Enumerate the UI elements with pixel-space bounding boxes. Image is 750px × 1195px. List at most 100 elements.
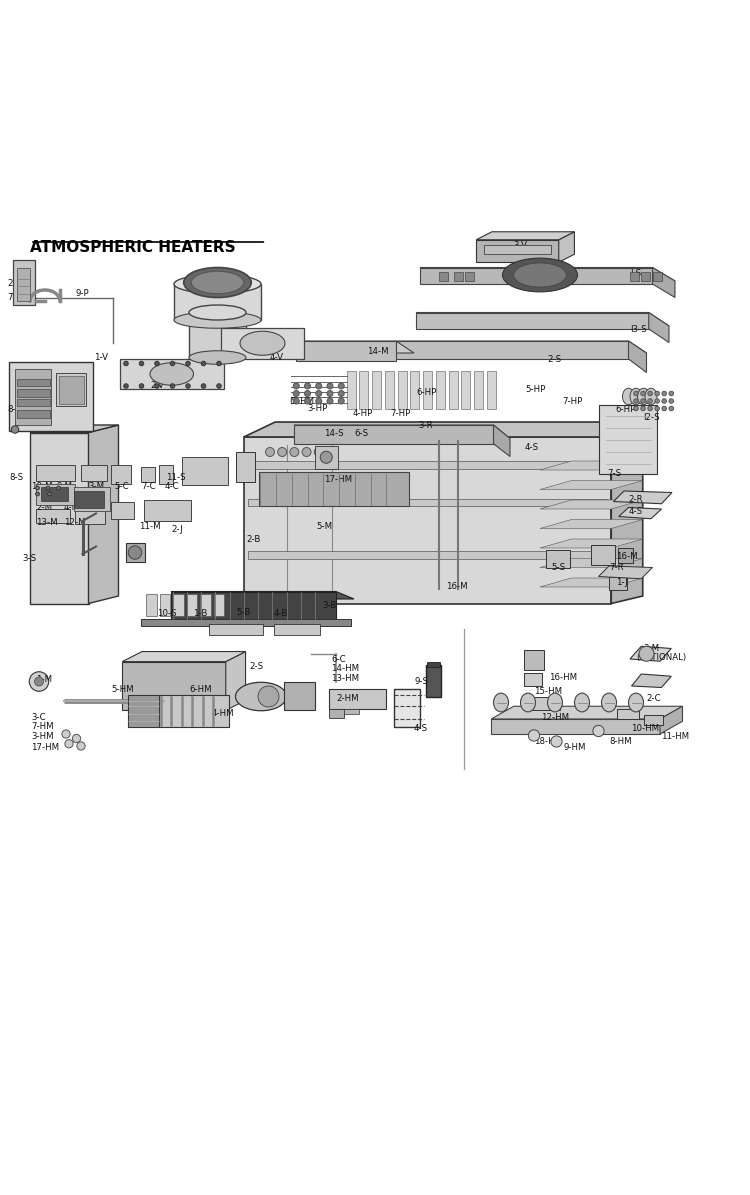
Text: 16-HM: 16-HM [549, 673, 578, 682]
Text: 12-HM: 12-HM [542, 713, 570, 722]
Polygon shape [344, 709, 358, 713]
Polygon shape [652, 268, 675, 298]
FancyBboxPatch shape [598, 405, 657, 473]
Text: 3-R: 3-R [419, 421, 434, 429]
Text: 6-S: 6-S [354, 429, 368, 439]
Polygon shape [171, 592, 354, 599]
FancyBboxPatch shape [465, 272, 474, 281]
Text: 3-S: 3-S [22, 554, 37, 563]
Ellipse shape [630, 388, 642, 405]
Polygon shape [649, 313, 669, 343]
FancyBboxPatch shape [427, 662, 439, 667]
Circle shape [124, 384, 128, 388]
Polygon shape [540, 461, 643, 470]
Text: 2-S: 2-S [249, 662, 263, 672]
Ellipse shape [602, 693, 616, 712]
Text: 2-J: 2-J [171, 526, 183, 534]
Circle shape [655, 399, 659, 403]
Polygon shape [398, 370, 406, 409]
Text: 4-C: 4-C [165, 482, 180, 491]
Circle shape [634, 399, 638, 403]
Polygon shape [396, 341, 628, 358]
Circle shape [327, 391, 333, 397]
Text: 7-R: 7-R [609, 563, 624, 572]
FancyBboxPatch shape [274, 624, 320, 635]
Circle shape [128, 546, 142, 559]
FancyBboxPatch shape [16, 410, 50, 417]
Text: I2-S: I2-S [644, 413, 660, 422]
Polygon shape [540, 558, 643, 568]
Circle shape [46, 486, 50, 490]
Circle shape [327, 398, 333, 404]
Polygon shape [619, 508, 662, 519]
Circle shape [201, 361, 206, 366]
FancyBboxPatch shape [609, 576, 627, 590]
Text: 11-M: 11-M [139, 522, 160, 531]
FancyBboxPatch shape [16, 399, 50, 406]
Polygon shape [487, 370, 496, 409]
Text: 3-M: 3-M [88, 482, 104, 491]
FancyBboxPatch shape [236, 452, 255, 482]
Polygon shape [614, 491, 672, 504]
Text: 7-HP: 7-HP [390, 409, 410, 418]
Circle shape [640, 399, 645, 403]
Circle shape [639, 646, 654, 661]
FancyBboxPatch shape [652, 272, 662, 281]
FancyBboxPatch shape [111, 502, 134, 519]
Circle shape [320, 452, 332, 464]
Polygon shape [540, 539, 643, 549]
Circle shape [669, 391, 674, 396]
Polygon shape [396, 341, 646, 353]
FancyBboxPatch shape [618, 549, 633, 563]
Circle shape [186, 361, 190, 366]
FancyBboxPatch shape [141, 619, 351, 626]
Circle shape [170, 361, 175, 366]
Text: 15-HM: 15-HM [534, 687, 562, 695]
Polygon shape [630, 646, 671, 661]
Circle shape [662, 399, 667, 403]
Circle shape [669, 399, 674, 403]
Text: 1-M: 1-M [36, 675, 52, 685]
FancyBboxPatch shape [296, 341, 396, 361]
Text: 4-V: 4-V [270, 353, 284, 362]
FancyBboxPatch shape [284, 681, 315, 710]
Polygon shape [632, 674, 671, 687]
Circle shape [304, 398, 310, 404]
Polygon shape [294, 425, 494, 443]
Polygon shape [461, 370, 470, 409]
Text: 4-S: 4-S [525, 443, 539, 452]
FancyBboxPatch shape [644, 715, 663, 725]
Text: 11-S: 11-S [166, 473, 186, 482]
Circle shape [278, 447, 286, 456]
Text: 7-HM: 7-HM [32, 722, 54, 731]
Polygon shape [494, 425, 510, 456]
Text: 2-M: 2-M [36, 503, 52, 511]
Ellipse shape [548, 693, 562, 712]
Circle shape [634, 391, 638, 396]
Circle shape [154, 384, 159, 388]
Polygon shape [410, 370, 419, 409]
Text: 3-HM: 3-HM [32, 731, 54, 741]
Ellipse shape [645, 388, 657, 405]
Text: 10-HM: 10-HM [632, 724, 660, 734]
FancyBboxPatch shape [74, 486, 110, 510]
FancyBboxPatch shape [315, 446, 338, 468]
Text: 6-HP: 6-HP [615, 405, 635, 415]
FancyBboxPatch shape [41, 488, 68, 501]
Text: 7-C: 7-C [141, 482, 156, 491]
Text: I-S: I-S [630, 269, 641, 278]
Ellipse shape [494, 693, 508, 712]
Polygon shape [420, 268, 652, 284]
Polygon shape [244, 437, 611, 603]
Ellipse shape [520, 693, 536, 712]
Text: 2-S: 2-S [548, 355, 562, 363]
Polygon shape [491, 719, 660, 734]
Polygon shape [88, 425, 118, 603]
Circle shape [338, 384, 344, 390]
FancyBboxPatch shape [159, 466, 172, 484]
Ellipse shape [174, 312, 261, 329]
FancyBboxPatch shape [171, 592, 336, 620]
FancyBboxPatch shape [454, 272, 463, 281]
Text: 6-HM: 6-HM [189, 685, 211, 693]
Text: 3-C: 3-C [32, 713, 46, 722]
